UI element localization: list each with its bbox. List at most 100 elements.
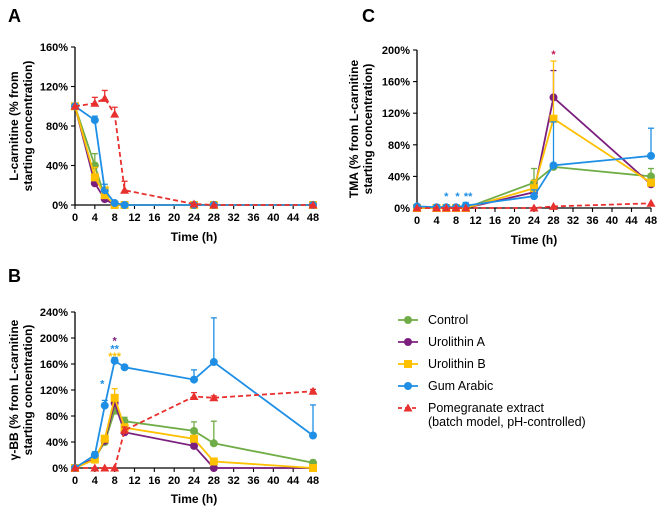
data-point: [189, 392, 199, 400]
x-tick-label: 28: [208, 212, 220, 224]
significance-mark: **: [464, 191, 473, 203]
legend-label-sub: (batch model, pH-controlled): [428, 415, 586, 429]
y-tick-label: 200%: [382, 45, 410, 57]
data-point: [190, 434, 198, 443]
data-point: [70, 463, 80, 472]
series-line: [75, 390, 314, 469]
data-point: [549, 161, 558, 170]
data-point: [70, 101, 80, 110]
data-point: [110, 463, 120, 472]
series-gum: [413, 121, 655, 212]
data-point: [530, 192, 538, 201]
significance-mark: *: [105, 184, 110, 196]
y-tick-label: 0%: [52, 463, 68, 475]
x-tick-label: 32: [228, 212, 240, 224]
legend-label: Urolithin B: [428, 357, 486, 371]
x-tick-label: 36: [586, 215, 598, 227]
significance-mark: *: [551, 49, 556, 61]
legend-item-control: Control: [398, 313, 468, 327]
data-point: [190, 441, 198, 450]
data-point: [90, 455, 99, 464]
data-point: [530, 184, 538, 193]
data-point: [110, 109, 120, 118]
data-point: [110, 199, 119, 208]
x-tick-label: 24: [188, 475, 201, 487]
series-pome: [412, 198, 656, 212]
y-tick-label: 120%: [40, 385, 68, 397]
significance-mark: ***: [108, 351, 122, 363]
x-tick-label: 0: [72, 475, 78, 487]
y-axis-title: TMA (% from L-carnitinestarting concentr…: [347, 60, 375, 199]
legend-label: Gum Arabic: [428, 379, 493, 393]
legend-item-gum: Gum Arabic: [398, 379, 493, 393]
data-point: [309, 464, 317, 472]
series-gum: [71, 317, 317, 472]
data-point: [209, 358, 218, 367]
data-point: [90, 116, 99, 125]
y-axis-title-line: TMA (% from L-carnitine: [347, 60, 361, 199]
data-point: [100, 401, 109, 410]
y-tick-label: 120%: [40, 82, 68, 94]
significance-mark: *: [455, 191, 460, 203]
data-point: [100, 434, 109, 443]
y-axis-title: L-carnitine (% fromstarting concentratio…: [7, 61, 35, 192]
x-tick-label: 40: [267, 212, 279, 224]
data-point: [308, 386, 318, 395]
x-tick-label: 16: [148, 212, 160, 224]
data-point: [209, 200, 219, 209]
data-point: [100, 463, 110, 472]
y-tick-label: 240%: [40, 307, 68, 319]
data-point: [100, 93, 110, 102]
y-tick-label: 160%: [382, 77, 410, 89]
legend-item-pome: Pomegranate extract(batch model, pH-cont…: [398, 401, 586, 429]
data-point: [441, 203, 451, 212]
y-tick-label: 80%: [46, 411, 68, 423]
y-tick-label: 40%: [388, 171, 410, 183]
series-pome: [70, 89, 318, 209]
legend-marker: [404, 382, 412, 390]
data-point: [100, 191, 109, 200]
y-axis-title-line: starting concentration): [21, 325, 35, 456]
y-tick-label: 120%: [382, 108, 410, 120]
panel-b: B0 4 8 12 16 20 24 28 32 36 40 44 480%40%80%120%160%…: [7, 266, 319, 506]
data-point: [90, 451, 99, 459]
series-line: [74, 106, 313, 206]
legend-marker: [404, 360, 412, 368]
legend-label: Control: [428, 313, 468, 327]
x-axis-title: Time (h): [171, 230, 217, 244]
x-tick-label: 44: [287, 212, 300, 224]
data-point: [549, 201, 558, 210]
data-point: [90, 98, 100, 107]
panel-letter: B: [8, 266, 21, 286]
x-tick-label: 32: [567, 215, 579, 227]
data-point: [209, 457, 218, 466]
x-tick-label: 8: [112, 475, 118, 487]
legend-marker: [403, 403, 413, 412]
panel-a: A0 4 8 12 16 20 24 28 32 36 40 44 480%40%80%120%160%…: [7, 6, 319, 244]
x-tick-label: 36: [247, 475, 259, 487]
data-point: [209, 464, 218, 472]
x-tick-label: 4: [92, 212, 99, 224]
data-point: [120, 185, 130, 194]
x-tick-label: 28: [547, 215, 559, 227]
significance-mark: **: [110, 343, 119, 355]
data-point: [189, 199, 199, 208]
data-point: [190, 375, 198, 384]
data-point: [451, 203, 461, 212]
series-pome: [70, 386, 318, 472]
y-tick-label: 80%: [46, 121, 68, 133]
y-axis-title-line: γ-BB (% from L-carnitine: [7, 319, 21, 460]
x-tick-label: 44: [287, 475, 300, 487]
x-tick-label: 8: [112, 212, 118, 224]
data-point: [461, 203, 471, 212]
x-tick-label: 48: [645, 215, 657, 227]
legend-item-uroB: Urolithin B: [398, 357, 486, 371]
legend-marker: [404, 338, 412, 346]
y-tick-label: 200%: [40, 333, 68, 345]
x-tick-label: 12: [128, 475, 140, 487]
significance-mark: *: [113, 336, 118, 348]
data-point: [308, 200, 318, 209]
data-point: [90, 173, 99, 182]
x-tick-label: 24: [188, 212, 201, 224]
